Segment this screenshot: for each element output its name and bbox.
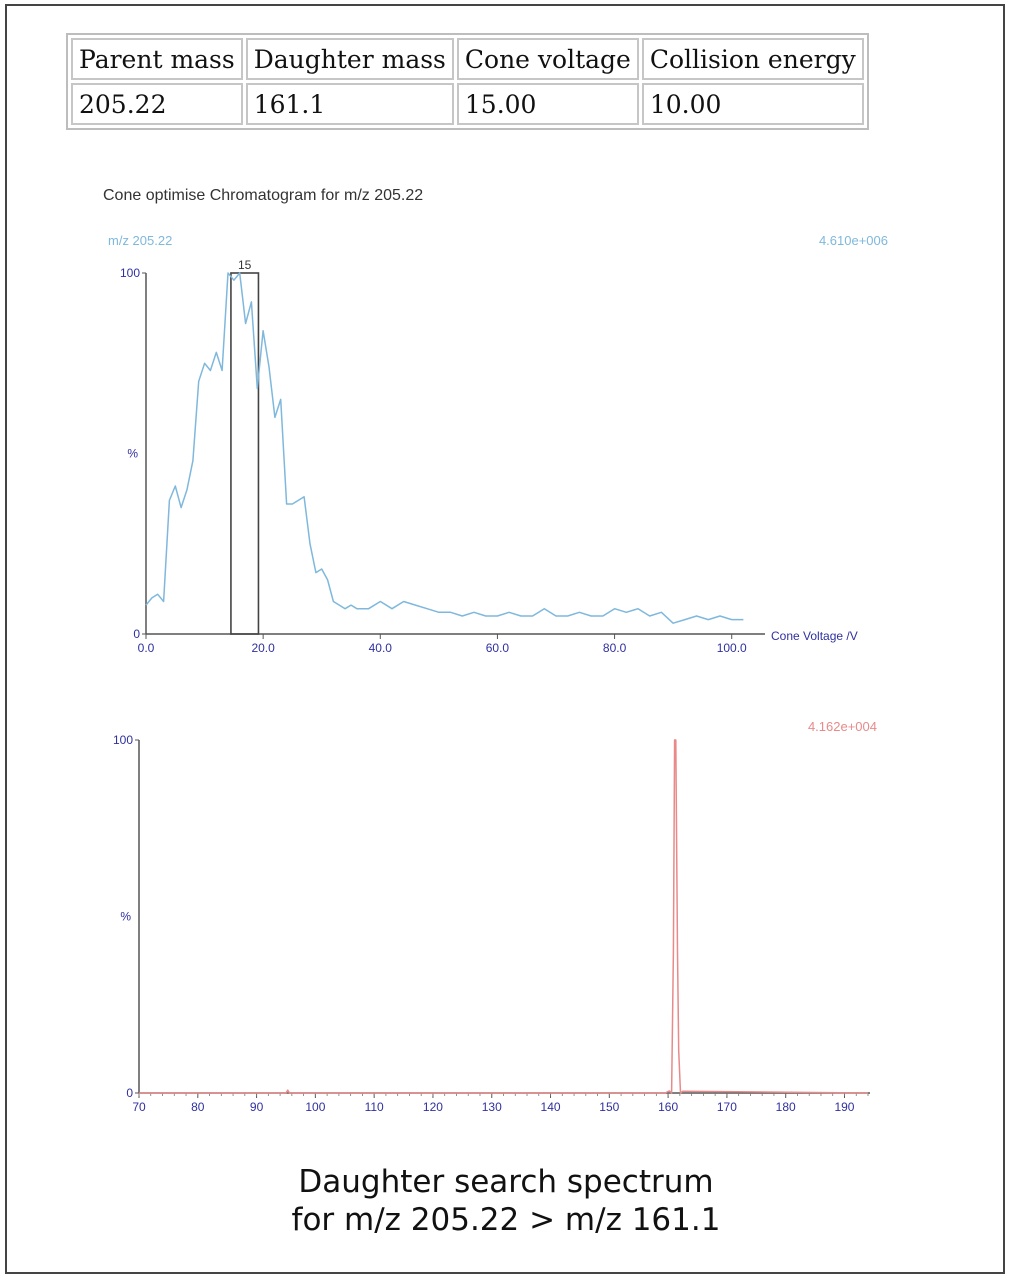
caption-line-2: for m/z 205.22 > m/z 161.1 xyxy=(291,1202,721,1238)
daughter-chart-x-tick-label: 90 xyxy=(250,1100,264,1114)
daughter-chart-x-tick-label: 160 xyxy=(658,1100,678,1114)
cone-chart-x-tick-label: 0.0 xyxy=(138,641,155,655)
table-header-row: Parent mass Daughter mass Cone voltage C… xyxy=(71,38,864,80)
cone-chart-selected-label: 15 xyxy=(238,258,252,272)
daughter-chart-x-tick-label: 70 xyxy=(132,1100,146,1114)
header-daughter-mass: Daughter mass xyxy=(245,38,454,80)
cone-intensity-label: 4.610e+006 xyxy=(819,233,888,248)
parameters-table: Parent mass Daughter mass Cone voltage C… xyxy=(66,33,869,130)
daughter-chart-x-tick-label: 170 xyxy=(717,1100,737,1114)
daughter-chart-x-tick-label: 110 xyxy=(365,1100,384,1114)
header-parent-mass: Parent mass xyxy=(71,38,243,80)
cone-chart-x-tick-label: 60.0 xyxy=(486,641,510,655)
cone-chart-selected-range-box xyxy=(230,272,260,635)
value-parent-mass: 205.22 xyxy=(71,83,243,125)
cone-chart-y-tick-label: 100 xyxy=(120,266,140,280)
cone-chart-y-mid-label: % xyxy=(127,447,138,461)
daughter-chart-y-tick-label: 0 xyxy=(126,1086,133,1100)
cone-chart-x-axis-label: Cone Voltage /V xyxy=(771,629,858,643)
table-value-row: 205.22 161.1 15.00 10.00 xyxy=(71,83,864,125)
daughter-intensity-label: 4.162e+004 xyxy=(808,719,877,734)
daughter-chart-x-tick-label: 140 xyxy=(541,1100,561,1114)
caption-line-1: Daughter search spectrum xyxy=(298,1164,714,1200)
daughter-chart-trace-line xyxy=(139,739,869,1094)
cone-chart-x-tick-label: 80.0 xyxy=(603,641,627,655)
daughter-chart-x-tick-label: 130 xyxy=(482,1100,502,1114)
value-cone-voltage: 15.00 xyxy=(456,83,639,125)
daughter-chart-x-tick-label: 190 xyxy=(834,1100,854,1114)
daughter-chart-x-tick-label: 150 xyxy=(599,1100,619,1114)
cone-chart-y-tick-label: 0 xyxy=(133,627,140,641)
daughter-chart-x-tick-label: 120 xyxy=(423,1100,443,1114)
figure-caption: Daughter search spectrum for m/z 205.22 … xyxy=(0,1163,1012,1239)
daughter-chart-y-tick-label: 100 xyxy=(113,733,133,747)
cone-chart-trace-line xyxy=(145,272,744,624)
daughter-chart-x-tick-label: 100 xyxy=(305,1100,325,1114)
value-collision-energy: 10.00 xyxy=(641,83,864,125)
header-collision-energy: Collision energy xyxy=(641,38,864,80)
cone-chart-x-tick-label: 40.0 xyxy=(369,641,393,655)
cone-chart-x-tick-label: 100.0 xyxy=(717,641,747,655)
cone-trace-label: m/z 205.22 xyxy=(108,233,172,248)
cone-chart-x-tick-label: 20.0 xyxy=(251,641,275,655)
daughter-chart-x-tick-label: 180 xyxy=(776,1100,796,1114)
cone-chart-title: Cone optimise Chromatogram for m/z 205.2… xyxy=(103,187,423,204)
header-cone-voltage: Cone voltage xyxy=(456,38,639,80)
chart-area: Cone optimise Chromatogram for m/z 205.2… xyxy=(103,187,888,1114)
figure-frame xyxy=(5,4,1005,1274)
daughter-chart-y-mid-label: % xyxy=(120,910,131,924)
value-daughter-mass: 161.1 xyxy=(245,83,454,125)
daughter-chart-x-tick-label: 80 xyxy=(191,1100,205,1114)
